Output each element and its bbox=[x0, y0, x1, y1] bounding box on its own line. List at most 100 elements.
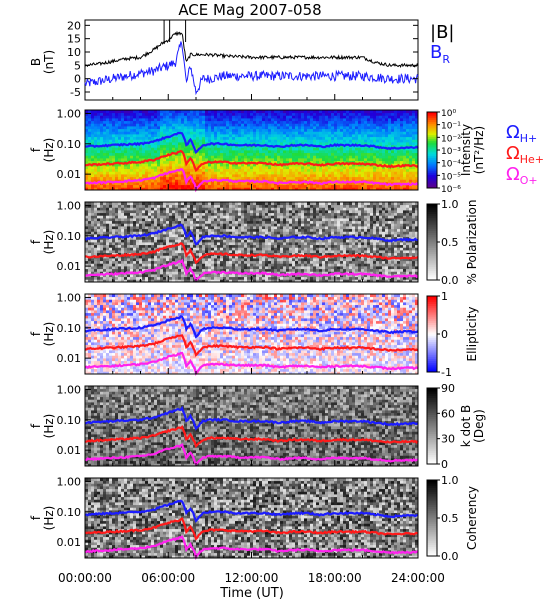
polarization-cell bbox=[142, 207, 146, 211]
intensity-cell bbox=[403, 168, 407, 172]
polarization-cell bbox=[175, 228, 179, 232]
intensity-cell bbox=[349, 131, 353, 135]
polarization-cell bbox=[166, 242, 170, 246]
polarization-cell bbox=[226, 268, 230, 272]
intensity-cell bbox=[259, 158, 263, 162]
intensity-cell bbox=[169, 163, 173, 167]
intensity-cell bbox=[127, 136, 131, 140]
intensity-cell bbox=[94, 179, 98, 183]
intensity-cell bbox=[394, 144, 398, 148]
intensity-cell bbox=[139, 120, 143, 124]
intensity-cell bbox=[181, 115, 185, 119]
polarization-cell bbox=[232, 228, 236, 232]
colorbar-step bbox=[427, 144, 437, 147]
polarization-cell bbox=[109, 226, 113, 230]
intensity-cell bbox=[217, 184, 221, 188]
polarization-cell bbox=[115, 226, 119, 230]
intensity-cell bbox=[196, 118, 200, 122]
polarization-cell bbox=[220, 266, 224, 270]
intensity-cell bbox=[412, 158, 416, 162]
polarization-cell bbox=[175, 234, 179, 238]
intensity-cell bbox=[226, 184, 230, 188]
polarization-cell bbox=[175, 236, 179, 240]
intensity-cell bbox=[187, 166, 191, 170]
intensity-cell bbox=[331, 158, 335, 162]
polarization-cell bbox=[151, 210, 155, 214]
intensity-cell bbox=[247, 150, 251, 154]
intensity-cell bbox=[337, 128, 341, 132]
polarization-cell bbox=[136, 279, 140, 283]
intensity-cell bbox=[334, 128, 338, 132]
polarization-cell bbox=[85, 239, 89, 243]
polarization-cell bbox=[238, 255, 242, 259]
intensity-cell bbox=[277, 166, 281, 170]
intensity-cell bbox=[388, 112, 392, 116]
intensity-cell bbox=[214, 171, 218, 175]
intensity-cell bbox=[229, 136, 233, 140]
polarization-cell bbox=[169, 218, 173, 222]
polarization-cell bbox=[211, 250, 215, 254]
intensity-cell bbox=[238, 184, 242, 188]
intensity-cell bbox=[157, 120, 161, 124]
intensity-cell bbox=[355, 126, 359, 130]
intensity-cell bbox=[406, 110, 410, 114]
intensity-cell bbox=[412, 155, 416, 159]
intensity-cell bbox=[130, 131, 134, 135]
polarization-cell bbox=[145, 228, 149, 232]
intensity-cell bbox=[409, 168, 413, 172]
intensity-cell bbox=[136, 171, 140, 175]
intensity-cell bbox=[187, 184, 191, 188]
polarization-cell bbox=[106, 220, 110, 224]
intensity-cell bbox=[136, 155, 140, 159]
intensity-cell bbox=[202, 155, 206, 159]
intensity-cell bbox=[235, 134, 239, 138]
intensity-cell bbox=[358, 112, 362, 116]
intensity-cell bbox=[136, 110, 140, 114]
intensity-cell bbox=[361, 158, 365, 162]
intensity-cell bbox=[169, 112, 173, 116]
polarization-cell bbox=[157, 242, 161, 246]
polarization-cell bbox=[175, 242, 179, 246]
intensity-cell bbox=[382, 152, 386, 156]
intensity-cell bbox=[343, 152, 347, 156]
intensity-cell bbox=[262, 171, 266, 175]
polarization-cell bbox=[103, 220, 107, 224]
polarization-cell bbox=[88, 263, 92, 267]
intensity-cell bbox=[121, 147, 125, 151]
intensity-cell bbox=[247, 187, 251, 191]
polarization-cell bbox=[229, 226, 233, 230]
intensity-cell bbox=[397, 128, 401, 132]
polarization-cell bbox=[193, 260, 197, 264]
polarization-cell bbox=[139, 226, 143, 230]
polarization-cell bbox=[181, 279, 185, 283]
intensity-cell bbox=[157, 112, 161, 116]
polarization-cell bbox=[142, 263, 146, 267]
polarization-cell bbox=[133, 228, 137, 232]
polarization-cell bbox=[133, 212, 137, 216]
intensity-cell bbox=[415, 179, 419, 183]
intensity-cell bbox=[319, 112, 323, 116]
intensity-cell bbox=[205, 152, 209, 156]
intensity-cell bbox=[346, 134, 350, 138]
intensity-cell bbox=[214, 128, 218, 132]
intensity-cell bbox=[259, 182, 263, 186]
intensity-cell bbox=[271, 171, 275, 175]
polarization-cell bbox=[124, 279, 128, 283]
intensity-cell bbox=[370, 134, 374, 138]
intensity-cell bbox=[358, 184, 362, 188]
polarization-cell bbox=[97, 223, 101, 227]
intensity-cell bbox=[376, 184, 380, 188]
polarization-cell bbox=[88, 260, 92, 264]
intensity-cell bbox=[235, 123, 239, 127]
intensity-cell bbox=[151, 112, 155, 116]
polarization-cell bbox=[139, 236, 143, 240]
intensity-cell bbox=[85, 176, 89, 180]
intensity-cell bbox=[148, 182, 152, 186]
intensity-cell bbox=[139, 158, 143, 162]
intensity-cell bbox=[415, 160, 419, 164]
intensity-cell bbox=[154, 184, 158, 188]
polarization-cell bbox=[211, 215, 215, 219]
polarization-cell bbox=[103, 260, 107, 264]
polarization-cell bbox=[232, 223, 236, 227]
intensity-cell bbox=[298, 110, 302, 114]
